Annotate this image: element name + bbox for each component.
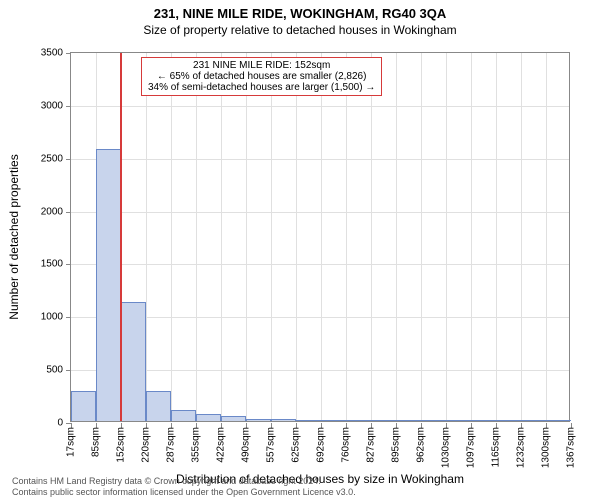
- histogram-bar: [471, 420, 496, 421]
- xtick-label: 692sqm: [316, 427, 327, 463]
- ytick-label: 500: [46, 365, 63, 376]
- xtick-label: 962sqm: [416, 427, 427, 463]
- histogram-bar: [296, 420, 321, 421]
- y-axis-label: Number of detached properties: [7, 154, 21, 319]
- histogram-bar: [96, 149, 121, 421]
- annotation-box: 231 NINE MILE RIDE: 152sqm← 65% of detac…: [141, 57, 382, 96]
- gridline-v: [546, 53, 547, 421]
- annotation-line: ← 65% of detached houses are smaller (2,…: [148, 71, 375, 82]
- histogram-bar: [371, 420, 396, 421]
- xtick-label: 1232sqm: [516, 427, 527, 468]
- xtick-label: 625sqm: [291, 427, 302, 463]
- xtick-label: 557sqm: [266, 427, 277, 463]
- histogram-bar: [271, 419, 296, 421]
- histogram-chart: 050010001500200025003000350017sqm85sqm15…: [70, 52, 570, 422]
- ytick-mark: [66, 106, 71, 107]
- histogram-bar: [196, 414, 221, 421]
- xtick-label: 355sqm: [191, 427, 202, 463]
- histogram-bar: [221, 416, 246, 421]
- gridline-v: [421, 53, 422, 421]
- xtick-label: 1165sqm: [491, 427, 502, 467]
- histogram-bar: [146, 391, 171, 421]
- xtick-label: 1300sqm: [541, 427, 552, 468]
- ytick-mark: [66, 159, 71, 160]
- plot-region: 050010001500200025003000350017sqm85sqm15…: [70, 52, 570, 422]
- gridline-v: [396, 53, 397, 421]
- annotation-line: 34% of semi-detached houses are larger (…: [148, 82, 375, 93]
- page-title: 231, NINE MILE RIDE, WOKINGHAM, RG40 3QA: [0, 0, 600, 21]
- histogram-bar: [446, 420, 471, 421]
- ytick-mark: [66, 212, 71, 213]
- ytick-label: 3500: [41, 48, 63, 59]
- gridline-v: [196, 53, 197, 421]
- highlight-line: [120, 53, 122, 421]
- ytick-mark: [66, 53, 71, 54]
- histogram-bar: [346, 420, 371, 421]
- ytick-mark: [66, 370, 71, 371]
- xtick-label: 17sqm: [66, 427, 77, 457]
- attribution-footer: Contains HM Land Registry data © Crown c…: [12, 476, 356, 499]
- footer-line-1: Contains HM Land Registry data © Crown c…: [12, 476, 356, 487]
- gridline-v: [496, 53, 497, 421]
- gridline-v: [221, 53, 222, 421]
- xtick-label: 760sqm: [341, 427, 352, 463]
- histogram-bar: [171, 410, 196, 421]
- ytick-label: 2500: [41, 153, 63, 164]
- xtick-label: 895sqm: [391, 427, 402, 463]
- xtick-label: 85sqm: [91, 427, 102, 457]
- page-subtitle: Size of property relative to detached ho…: [0, 21, 600, 37]
- histogram-bar: [71, 391, 96, 421]
- gridline-v: [246, 53, 247, 421]
- histogram-bar: [396, 420, 421, 421]
- xtick-label: 287sqm: [166, 427, 177, 463]
- xtick-label: 422sqm: [216, 427, 227, 463]
- gridline-v: [521, 53, 522, 421]
- gridline-v: [296, 53, 297, 421]
- gridline-v: [471, 53, 472, 421]
- xtick-label: 827sqm: [366, 427, 377, 463]
- xtick-label: 220sqm: [141, 427, 152, 463]
- xtick-label: 152sqm: [116, 427, 127, 463]
- xtick-label: 1097sqm: [466, 427, 477, 468]
- gridline-v: [321, 53, 322, 421]
- gridline-v: [171, 53, 172, 421]
- histogram-bar: [546, 420, 571, 421]
- histogram-bar: [321, 420, 346, 421]
- gridline-v: [371, 53, 372, 421]
- ytick-mark: [66, 317, 71, 318]
- xtick-label: 490sqm: [241, 427, 252, 463]
- xtick-label: 1367sqm: [566, 427, 577, 468]
- ytick-mark: [66, 264, 71, 265]
- gridline-v: [271, 53, 272, 421]
- ytick-label: 1500: [41, 259, 63, 270]
- ytick-label: 0: [57, 418, 63, 429]
- ytick-label: 1000: [41, 312, 63, 323]
- ytick-label: 3000: [41, 100, 63, 111]
- footer-line-2: Contains public sector information licen…: [12, 487, 356, 498]
- histogram-bar: [496, 420, 521, 421]
- histogram-bar: [246, 419, 271, 421]
- xtick-label: 1030sqm: [441, 427, 452, 468]
- gridline-v: [446, 53, 447, 421]
- histogram-bar: [121, 302, 146, 421]
- ytick-label: 2000: [41, 206, 63, 217]
- annotation-line: 231 NINE MILE RIDE: 152sqm: [148, 60, 375, 71]
- gridline-v: [346, 53, 347, 421]
- histogram-bar: [521, 420, 546, 421]
- gridline-v: [146, 53, 147, 421]
- histogram-bar: [421, 420, 446, 421]
